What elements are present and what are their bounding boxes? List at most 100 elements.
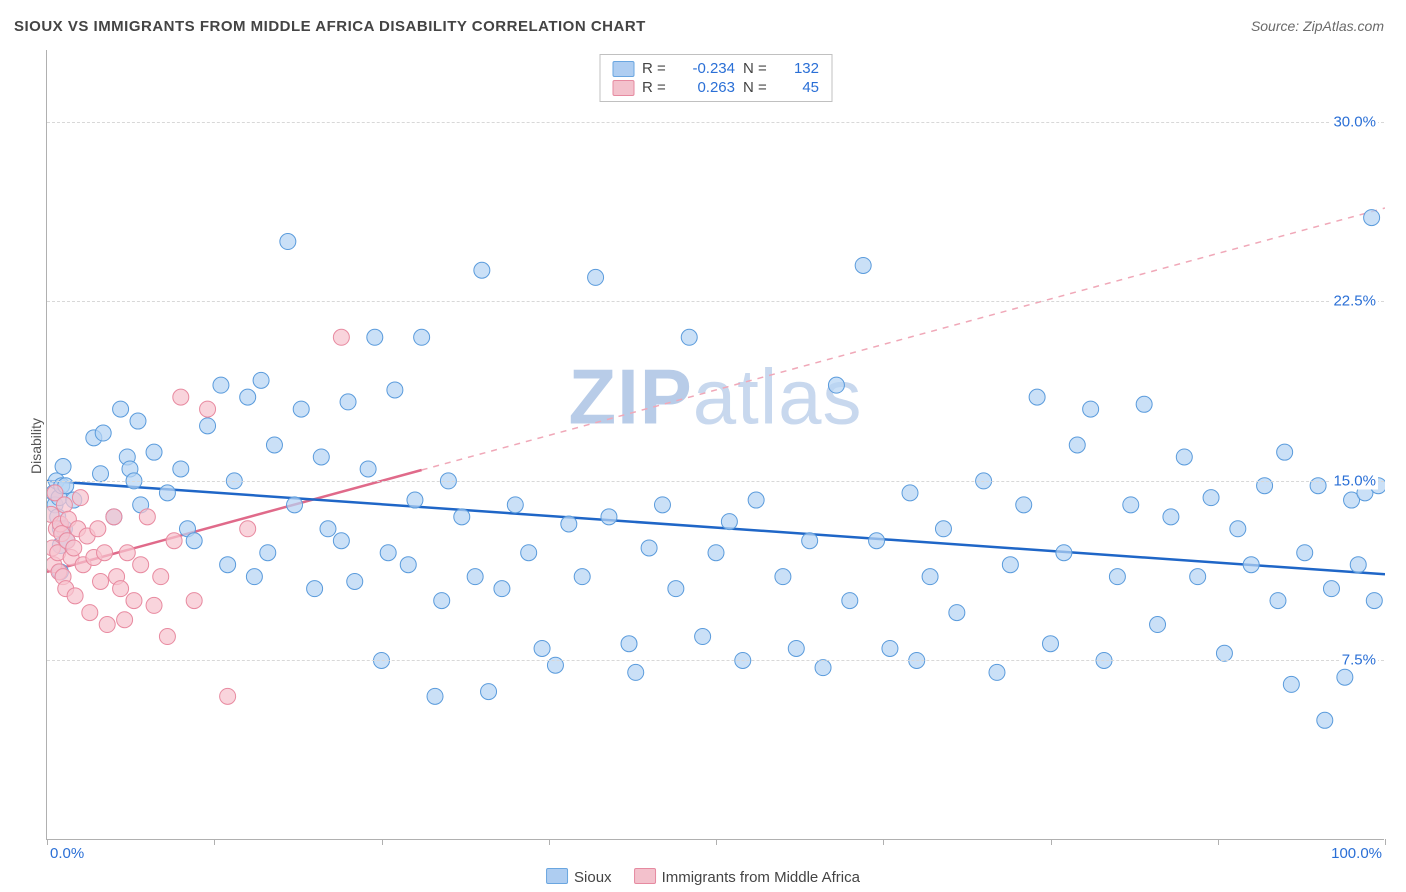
point-immigrants — [67, 588, 83, 604]
n-label: N = — [743, 79, 773, 96]
point-sioux — [574, 569, 590, 585]
point-sioux — [828, 377, 844, 393]
x-tick — [716, 839, 717, 845]
point-sioux — [280, 234, 296, 250]
point-sioux — [1069, 437, 1085, 453]
point-sioux — [1216, 645, 1232, 661]
point-sioux — [842, 593, 858, 609]
point-sioux — [1136, 396, 1152, 412]
point-sioux — [240, 389, 256, 405]
point-sioux — [146, 444, 162, 460]
point-immigrants — [99, 617, 115, 633]
point-sioux — [307, 581, 323, 597]
point-immigrants — [240, 521, 256, 537]
point-sioux — [708, 545, 724, 561]
point-immigrants — [173, 389, 189, 405]
point-immigrants — [200, 401, 216, 417]
trend-line — [422, 208, 1385, 470]
point-sioux — [253, 372, 269, 388]
point-sioux — [293, 401, 309, 417]
point-sioux — [360, 461, 376, 477]
point-sioux — [340, 394, 356, 410]
x-axis-max-label: 100.0% — [1331, 845, 1382, 862]
point-sioux — [882, 640, 898, 656]
point-immigrants — [119, 545, 135, 561]
plot-area: ZIPatlas R =-0.234N =132R =0.263N =45 7.… — [46, 50, 1384, 840]
point-sioux — [1230, 521, 1246, 537]
point-sioux — [467, 569, 483, 585]
gridline — [47, 660, 1384, 661]
point-sioux — [521, 545, 537, 561]
point-sioux — [1109, 569, 1125, 585]
x-tick — [883, 839, 884, 845]
point-sioux — [855, 257, 871, 273]
point-sioux — [474, 262, 490, 278]
chart-container: SIOUX VS IMMIGRANTS FROM MIDDLE AFRICA D… — [0, 0, 1406, 892]
point-sioux — [220, 557, 236, 573]
stats-row: R =-0.234N =132 — [612, 59, 819, 78]
point-sioux — [1190, 569, 1206, 585]
point-sioux — [802, 533, 818, 549]
point-immigrants — [117, 612, 133, 628]
point-sioux — [641, 540, 657, 556]
point-sioux — [130, 413, 146, 429]
r-label: R = — [642, 79, 672, 96]
chart-source: Source: ZipAtlas.com — [1251, 18, 1384, 34]
point-sioux — [494, 581, 510, 597]
point-sioux — [902, 485, 918, 501]
point-immigrants — [113, 581, 129, 597]
stats-row: R =0.263N =45 — [612, 78, 819, 97]
bottom-legend: SiouxImmigrants from Middle Africa — [546, 868, 860, 886]
point-sioux — [507, 497, 523, 513]
point-sioux — [1317, 712, 1333, 728]
x-tick — [1385, 839, 1386, 845]
n-value: 45 — [781, 79, 819, 96]
legend-label: Immigrants from Middle Africa — [662, 869, 860, 886]
point-sioux — [186, 533, 202, 549]
gridline — [47, 301, 1384, 302]
point-sioux — [55, 459, 71, 475]
point-sioux — [1203, 490, 1219, 506]
point-sioux — [427, 688, 443, 704]
point-sioux — [1366, 593, 1382, 609]
point-sioux — [266, 437, 282, 453]
point-immigrants — [153, 569, 169, 585]
legend-item: Immigrants from Middle Africa — [634, 868, 860, 886]
stats-swatch — [612, 80, 634, 96]
point-sioux — [1297, 545, 1313, 561]
point-immigrants — [72, 490, 88, 506]
point-sioux — [1083, 401, 1099, 417]
y-tick-label: 7.5% — [1340, 652, 1378, 669]
point-sioux — [654, 497, 670, 513]
x-axis-min-label: 0.0% — [50, 845, 84, 862]
point-sioux — [380, 545, 396, 561]
n-label: N = — [743, 60, 773, 77]
legend-swatch — [634, 868, 656, 884]
point-immigrants — [146, 597, 162, 613]
point-immigrants — [159, 629, 175, 645]
point-sioux — [213, 377, 229, 393]
point-sioux — [1016, 497, 1032, 513]
stats-box: R =-0.234N =132R =0.263N =45 — [599, 54, 832, 102]
point-sioux — [1029, 389, 1045, 405]
point-sioux — [260, 545, 276, 561]
point-sioux — [869, 533, 885, 549]
point-immigrants — [186, 593, 202, 609]
chart-title: SIOUX VS IMMIGRANTS FROM MIDDLE AFRICA D… — [14, 18, 646, 35]
point-sioux — [1283, 676, 1299, 692]
r-label: R = — [642, 60, 672, 77]
y-tick-label: 22.5% — [1331, 293, 1378, 310]
y-tick-label: 15.0% — [1331, 472, 1378, 489]
stats-swatch — [612, 61, 634, 77]
point-sioux — [989, 664, 1005, 680]
point-sioux — [1043, 636, 1059, 652]
point-sioux — [1364, 210, 1380, 226]
point-immigrants — [139, 509, 155, 525]
point-sioux — [387, 382, 403, 398]
point-immigrants — [93, 573, 109, 589]
point-sioux — [1243, 557, 1259, 573]
legend-swatch — [546, 868, 568, 884]
point-immigrants — [106, 509, 122, 525]
point-sioux — [407, 492, 423, 508]
point-sioux — [347, 573, 363, 589]
